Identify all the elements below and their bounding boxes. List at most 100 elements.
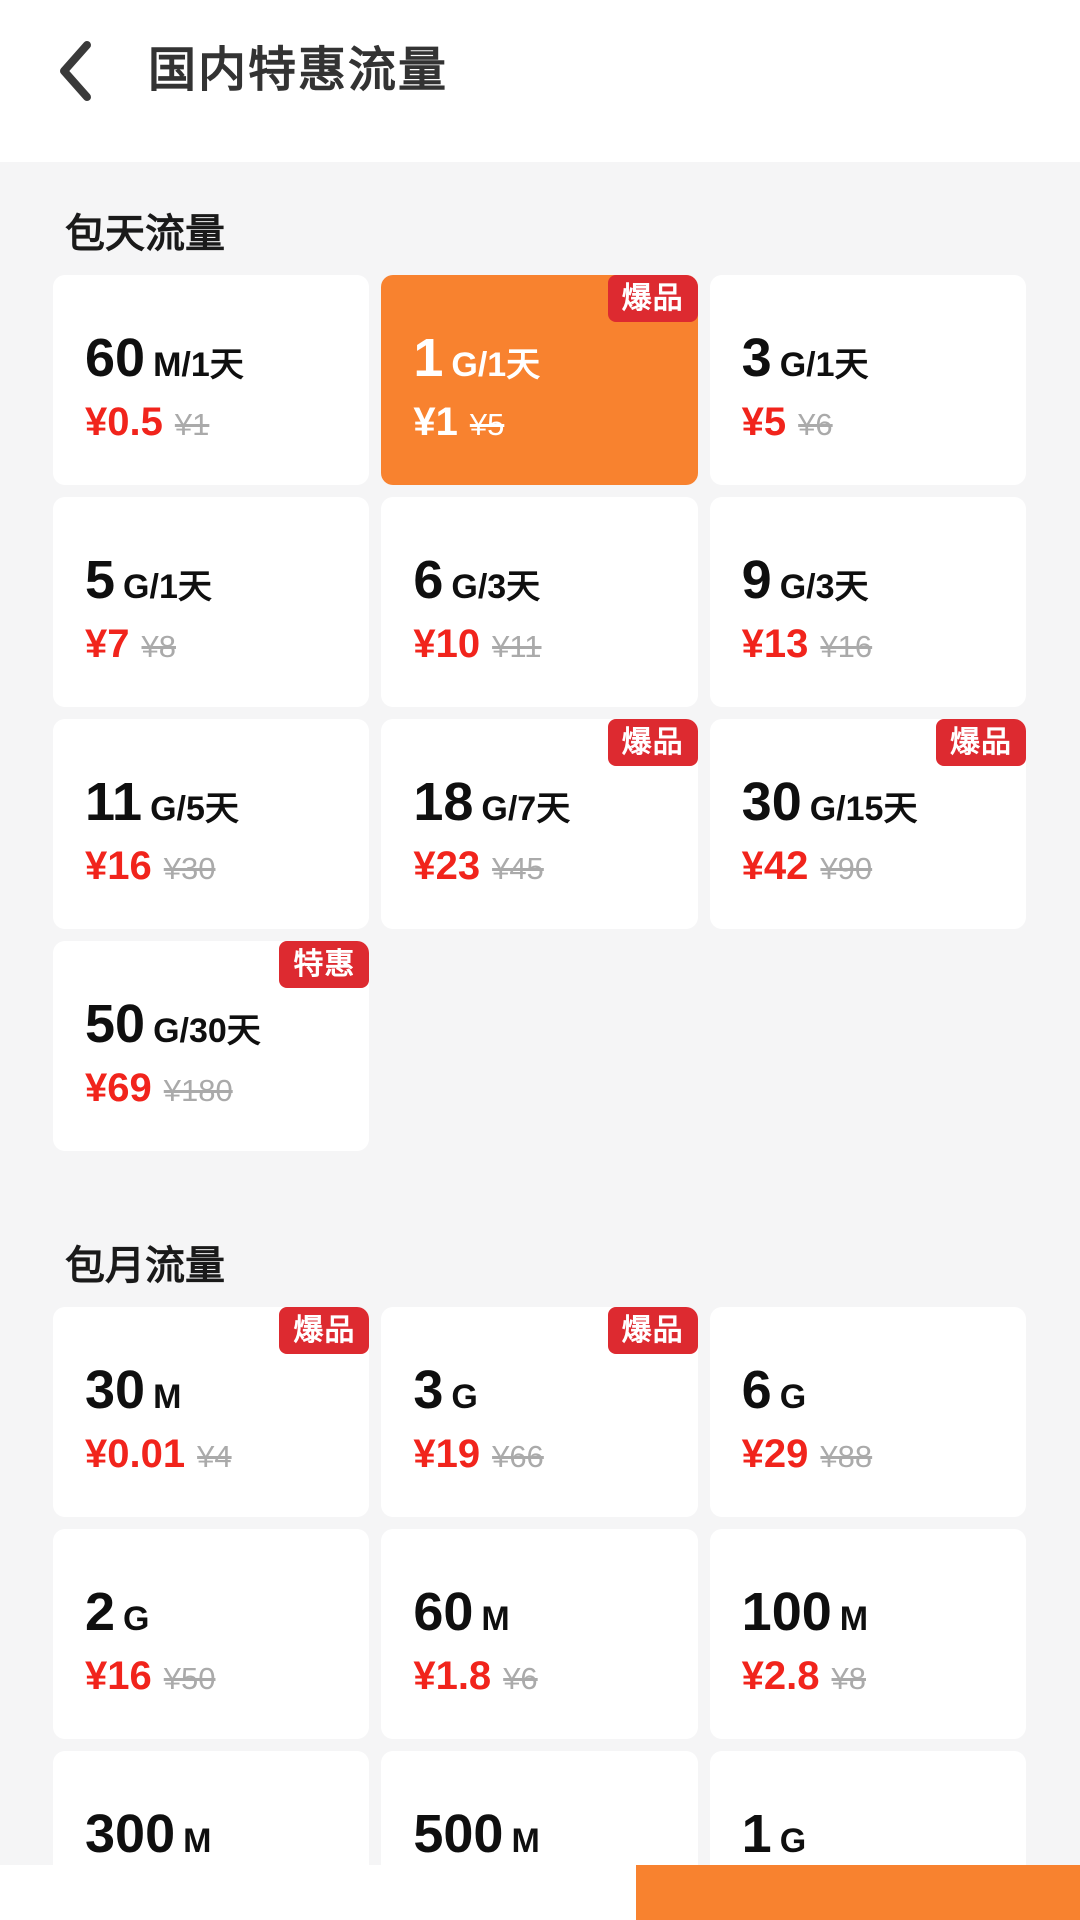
plan-card[interactable]: 2 G ¥16 ¥50 xyxy=(53,1529,370,1739)
plan-price-line: ¥1 ¥5 xyxy=(413,399,697,445)
plan-original-price: ¥8 xyxy=(141,629,176,664)
plan-original-price: ¥45 xyxy=(492,851,544,886)
plan-amount: 5 xyxy=(85,550,116,610)
plan-card[interactable]: 爆品 30 M ¥0.01 ¥4 xyxy=(53,1307,370,1517)
plan-price-line: ¥1.8 ¥6 xyxy=(413,1653,697,1699)
plan-size: 6 G xyxy=(742,1361,1026,1419)
plan-unit: G xyxy=(123,1600,150,1638)
plan-card[interactable]: 11 G/5天 ¥16 ¥30 xyxy=(53,719,370,929)
plan-unit: G/1天 xyxy=(779,346,869,384)
plan-unit: M/1天 xyxy=(153,346,244,384)
plan-amount: 30 xyxy=(741,772,802,832)
plan-original-price: ¥5 xyxy=(469,407,505,442)
plan-price-line: ¥13 ¥16 xyxy=(742,621,1026,667)
plan-size: 60 M xyxy=(413,1583,697,1641)
plan-amount: 2 xyxy=(85,1582,116,1642)
plan-size: 30 M xyxy=(85,1361,369,1419)
plan-price-line: ¥29 ¥88 xyxy=(742,1431,1026,1477)
plan-amount: 60 xyxy=(85,328,146,388)
plan-size: 11 G/5天 xyxy=(85,773,369,831)
plan-original-price: ¥8 xyxy=(831,1661,866,1696)
plan-price: ¥13 xyxy=(741,622,809,666)
plan-price-line: ¥23 ¥45 xyxy=(413,843,697,889)
plan-card[interactable]: 爆品 30 G/15天 ¥42 ¥90 xyxy=(709,719,1026,929)
plan-unit: G xyxy=(451,1378,478,1416)
plan-card[interactable]: 100 M ¥2.8 ¥8 xyxy=(709,1529,1026,1739)
plan-price: ¥1 xyxy=(413,400,458,444)
plan-amount: 60 xyxy=(413,1582,474,1642)
plan-price-line: ¥19 ¥66 xyxy=(413,1431,697,1477)
promo-badge: 爆品 xyxy=(607,1307,698,1354)
plan-amount: 3 xyxy=(413,1360,444,1420)
plan-price: ¥23 xyxy=(413,844,481,888)
plan-card[interactable]: 5 G/1天 ¥7 ¥8 xyxy=(53,497,370,707)
plan-price: ¥0.01 xyxy=(85,1432,186,1476)
plan-price: ¥10 xyxy=(413,622,481,666)
plan-price: ¥0.5 xyxy=(85,400,163,444)
plan-sections: 包天流量 60 M/1天 ¥0.5 ¥1 爆品 1 G/1天 ¥1 ¥5 3 G… xyxy=(53,214,1026,1920)
plan-size: 3 G/1天 xyxy=(742,329,1026,387)
plan-original-price: ¥11 xyxy=(492,629,542,664)
plan-price-line: ¥0.01 ¥4 xyxy=(85,1431,369,1477)
plan-card[interactable]: 特惠 50 G/30天 ¥69 ¥180 xyxy=(53,941,370,1151)
plan-amount: 500 xyxy=(413,1804,504,1864)
plan-unit: G/3天 xyxy=(779,568,869,606)
plan-card[interactable]: 爆品 18 G/7天 ¥23 ¥45 xyxy=(381,719,698,929)
plan-price-line: ¥10 ¥11 xyxy=(413,621,697,667)
plan-price-line: ¥16 ¥50 xyxy=(85,1653,369,1699)
plan-unit: G/15天 xyxy=(809,790,918,828)
plan-amount: 30 xyxy=(85,1360,146,1420)
plan-original-price: ¥6 xyxy=(798,407,833,442)
plan-grid: 爆品 30 M ¥0.01 ¥4 爆品 3 G ¥19 ¥66 6 G ¥29 … xyxy=(53,1307,1026,1920)
section-title: 包月流量 xyxy=(65,1244,225,1288)
plan-price: ¥19 xyxy=(413,1432,481,1476)
plan-price: ¥69 xyxy=(85,1066,152,1110)
plan-price-line: ¥69 ¥180 xyxy=(85,1065,369,1111)
plan-size: 500 M xyxy=(413,1805,697,1863)
plan-price-line: ¥42 ¥90 xyxy=(742,843,1026,889)
plan-card[interactable]: 60 M/1天 ¥0.5 ¥1 xyxy=(53,275,370,485)
plan-amount: 18 xyxy=(413,772,474,832)
plan-original-price: ¥88 xyxy=(820,1439,873,1474)
plan-card[interactable]: 6 G ¥29 ¥88 xyxy=(709,1307,1026,1517)
content: 包天流量 60 M/1天 ¥0.5 ¥1 爆品 1 G/1天 ¥1 ¥5 3 G… xyxy=(0,214,1080,1920)
plan-amount: 6 xyxy=(413,550,444,610)
app-header: 国内特惠流量 xyxy=(0,0,1080,162)
back-button[interactable] xyxy=(40,26,110,116)
plan-size: 9 G/3天 xyxy=(742,551,1026,609)
plan-amount: 3 xyxy=(741,328,772,388)
plan-unit: M xyxy=(183,1822,212,1860)
plan-card[interactable]: 爆品 1 G/1天 ¥1 ¥5 xyxy=(381,275,698,485)
plan-size: 60 M/1天 xyxy=(85,329,369,387)
promo-badge: 爆品 xyxy=(607,719,698,766)
plan-original-price: ¥180 xyxy=(163,1073,233,1108)
buy-button[interactable] xyxy=(636,1865,1080,1920)
plan-original-price: ¥6 xyxy=(503,1661,538,1696)
plan-price: ¥5 xyxy=(741,400,787,444)
plan-unit: G/7天 xyxy=(481,790,571,828)
section-title: 包天流量 xyxy=(65,212,225,256)
plan-original-price: ¥4 xyxy=(197,1439,232,1474)
plan-card[interactable]: 60 M ¥1.8 ¥6 xyxy=(381,1529,698,1739)
page-title: 国内特惠流量 xyxy=(148,43,449,97)
plan-unit: G/1天 xyxy=(123,568,212,606)
plan-card[interactable]: 爆品 3 G ¥19 ¥66 xyxy=(381,1307,698,1517)
plan-card[interactable]: 6 G/3天 ¥10 ¥11 xyxy=(381,497,698,707)
plan-price: ¥1.8 xyxy=(413,1654,492,1698)
plan-size: 50 G/30天 xyxy=(85,995,369,1053)
plan-card[interactable]: 9 G/3天 ¥13 ¥16 xyxy=(709,497,1026,707)
plan-original-price: ¥30 xyxy=(163,851,216,886)
plan-price-line: ¥16 ¥30 xyxy=(85,843,369,889)
plan-amount: 9 xyxy=(741,550,772,610)
plan-amount: 1 xyxy=(741,1804,772,1864)
promo-badge: 爆品 xyxy=(279,1307,370,1354)
plan-grid: 60 M/1天 ¥0.5 ¥1 爆品 1 G/1天 ¥1 ¥5 3 G/1天 ¥… xyxy=(53,275,1026,1151)
plan-price-line: ¥2.8 ¥8 xyxy=(742,1653,1026,1699)
plan-card[interactable]: 3 G/1天 ¥5 ¥6 xyxy=(709,275,1026,485)
plan-section-daily: 包天流量 60 M/1天 ¥0.5 ¥1 爆品 1 G/1天 ¥1 ¥5 3 G… xyxy=(53,214,1026,1151)
plan-size: 18 G/7天 xyxy=(413,773,697,831)
plan-size: 3 G xyxy=(413,1361,697,1419)
plan-price: ¥2.8 xyxy=(741,1654,820,1698)
plan-price-line: ¥0.5 ¥1 xyxy=(85,399,369,445)
chevron-left-icon xyxy=(60,41,91,101)
